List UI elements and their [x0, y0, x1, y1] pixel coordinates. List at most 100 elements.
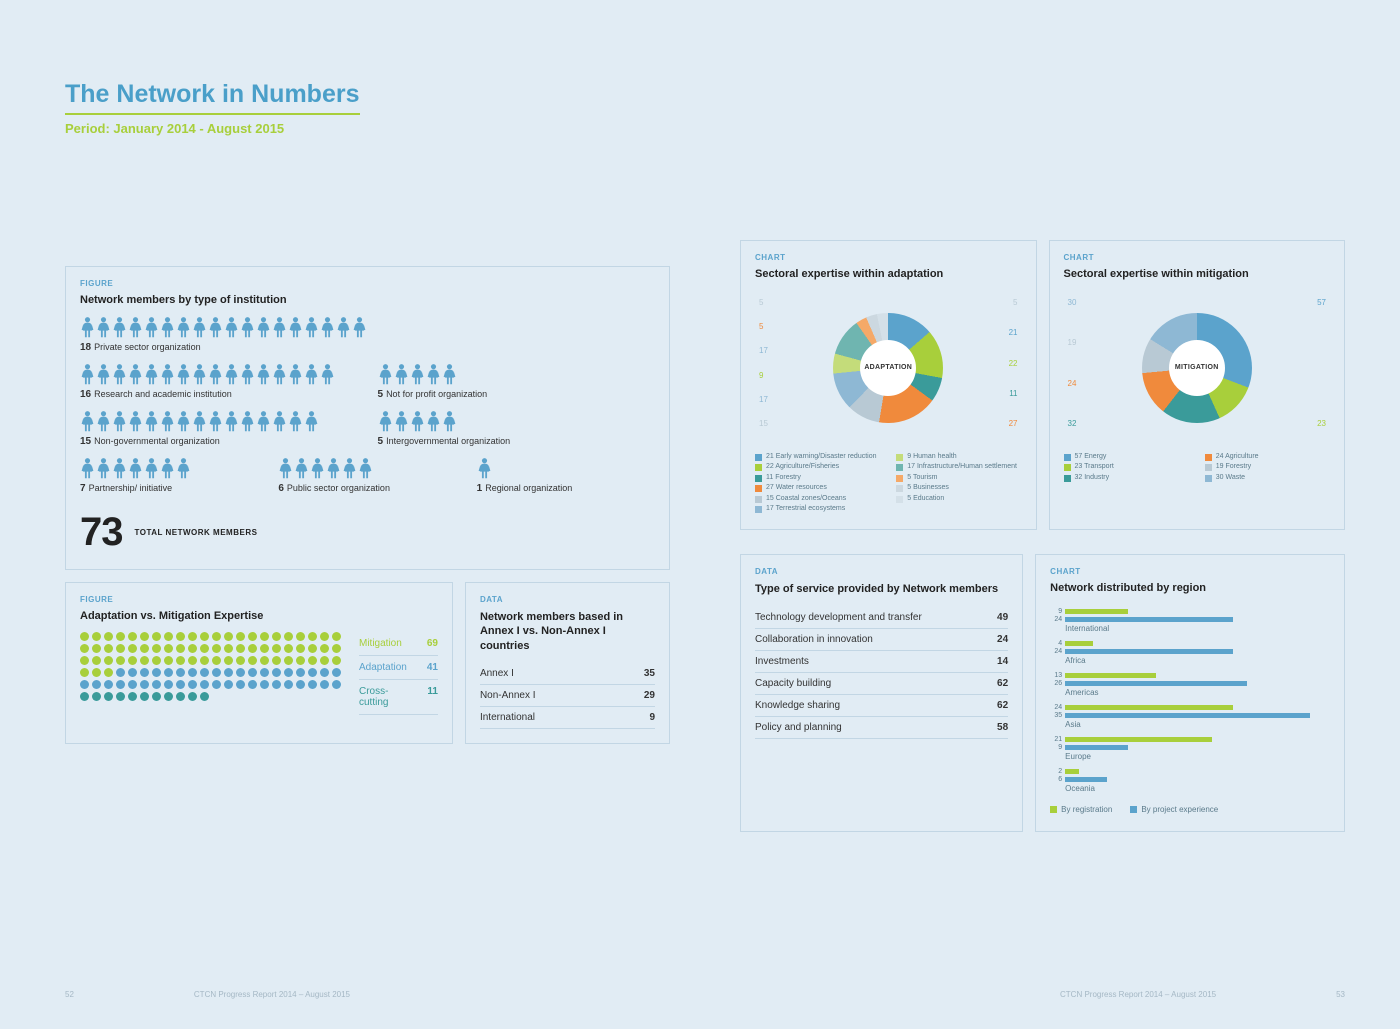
region-group: 9 24 International	[1050, 608, 1330, 633]
expertise-dot	[80, 692, 89, 701]
person-icon	[272, 316, 287, 338]
expertise-dot	[332, 656, 341, 665]
panel-title: Sectoral expertise within mitigation	[1064, 268, 1331, 280]
person-icon	[358, 457, 373, 479]
region-name: Americas	[1065, 688, 1330, 697]
person-icon	[224, 316, 239, 338]
institution-block: 6Public sector organization	[278, 457, 456, 494]
kicker: FIGURE	[80, 595, 438, 604]
expertise-dot	[176, 644, 185, 653]
institution-label: 16Research and academic institution	[80, 389, 358, 400]
expertise-dot	[272, 656, 281, 665]
expertise-dot	[152, 656, 161, 665]
footer-text: CTCN Progress Report 2014 – August 2015	[1060, 990, 1216, 999]
donut-ring: ADAPTATION	[833, 313, 943, 423]
region-bar-project	[1065, 649, 1233, 654]
expertise-dot	[80, 644, 89, 653]
legend-item: By project experience	[1130, 805, 1218, 815]
region-bar-project	[1065, 617, 1233, 622]
expertise-dot	[260, 644, 269, 653]
legend-item: 19 Forestry	[1205, 463, 1330, 471]
region-name: International	[1065, 624, 1330, 633]
expertise-dot	[320, 668, 329, 677]
person-icon	[224, 410, 239, 432]
donut-callout: 21	[1009, 328, 1018, 337]
expertise-dot	[296, 644, 305, 653]
person-icon	[176, 363, 191, 385]
regions-panel: CHART Network distributed by region 9 24…	[1035, 554, 1345, 832]
page-title: The Network in Numbers	[65, 80, 360, 115]
kicker: DATA	[755, 567, 1008, 576]
expertise-dot	[284, 632, 293, 641]
expertise-dot	[152, 680, 161, 689]
footer-text: CTCN Progress Report 2014 – August 2015	[194, 990, 350, 999]
expertise-dot	[260, 656, 269, 665]
donut-ring: MITIGATION	[1142, 313, 1252, 423]
adaptation-legend: 21 Early warning/Disaster reduction22 Ag…	[755, 453, 1022, 515]
expertise-dot	[188, 632, 197, 641]
person-icon	[410, 410, 425, 432]
region-bar-registration	[1065, 641, 1093, 646]
service-row: Knowledge sharing62	[755, 695, 1008, 717]
person-icon	[477, 457, 492, 479]
person-icon	[128, 316, 143, 338]
panel-title: Network distributed by region	[1050, 582, 1330, 594]
person-icon	[320, 363, 335, 385]
person-icon	[176, 457, 191, 479]
person-icon	[80, 457, 95, 479]
person-icon	[112, 363, 127, 385]
expertise-dot	[188, 644, 197, 653]
service-row: Capacity building62	[755, 673, 1008, 695]
expertise-dot	[104, 644, 113, 653]
person-icon	[144, 410, 159, 432]
person-icon	[272, 363, 287, 385]
expertise-dot	[284, 644, 293, 653]
kicker: CHART	[1064, 253, 1331, 262]
services-panel: DATA Type of service provided by Network…	[740, 554, 1023, 832]
legend-item: 22 Agriculture/Fisheries	[755, 463, 880, 471]
person-icon	[426, 410, 441, 432]
region-bar-registration	[1065, 769, 1079, 774]
adaptation-donut: ADAPTATION551791715521221127	[755, 290, 1022, 445]
expertise-dot	[176, 668, 185, 677]
kicker: CHART	[755, 253, 1022, 262]
expertise-dot	[236, 644, 245, 653]
panel-title: Sectoral expertise within adaptation	[755, 268, 1022, 280]
expertise-table: Mitigation69Adaptation41Cross-cutting11	[359, 632, 438, 715]
expertise-dot	[92, 692, 101, 701]
page-number: 53	[1336, 990, 1345, 999]
mitigation-chart-panel: CHART Sectoral expertise within mitigati…	[1049, 240, 1346, 530]
region-bar-registration	[1065, 705, 1233, 710]
expertise-dot	[308, 644, 317, 653]
expertise-dot	[80, 680, 89, 689]
person-icon	[208, 363, 223, 385]
expertise-dot	[272, 668, 281, 677]
person-icon	[96, 316, 111, 338]
expertise-dot	[164, 680, 173, 689]
institution-block: 5Intergovernmental organization	[378, 410, 656, 447]
legend-swatch	[1205, 454, 1212, 461]
person-icon	[394, 410, 409, 432]
donut-callout: 23	[1317, 419, 1326, 428]
expertise-dot	[248, 644, 257, 653]
regions-legend: By registrationBy project experience	[1050, 805, 1330, 817]
panel-title: Type of service provided by Network memb…	[755, 582, 1008, 596]
expertise-dot	[296, 656, 305, 665]
legend-swatch	[1205, 464, 1212, 471]
service-row: Collaboration in innovation24	[755, 629, 1008, 651]
person-icon	[378, 410, 393, 432]
expertise-dot	[80, 668, 89, 677]
expertise-dot	[296, 632, 305, 641]
person-icon	[288, 410, 303, 432]
person-icon	[176, 316, 191, 338]
expertise-dot	[248, 668, 257, 677]
person-icon	[256, 316, 271, 338]
mitigation-donut: MITIGATION301924325723	[1064, 290, 1331, 445]
expertise-row: Mitigation69	[359, 632, 438, 656]
donut-callout: 5	[1009, 298, 1018, 307]
expertise-dot	[92, 680, 101, 689]
expertise-dot	[296, 680, 305, 689]
person-icon	[112, 316, 127, 338]
person-icon	[394, 363, 409, 385]
region-bar-project	[1065, 777, 1107, 782]
